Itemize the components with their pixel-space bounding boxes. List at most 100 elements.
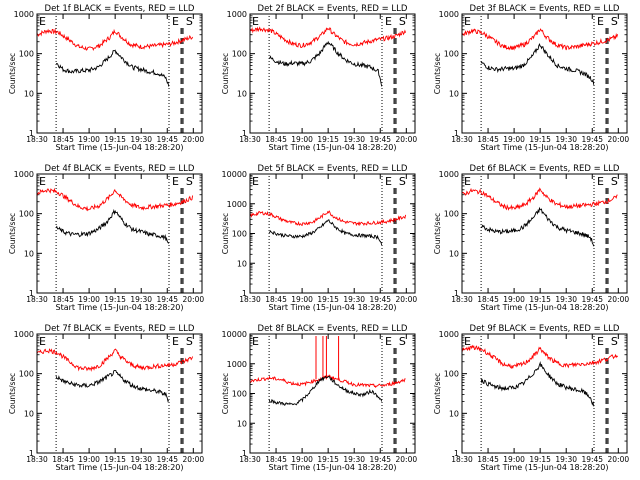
panel-title: Det 4f BLACK = Events, RED = LLD [45,164,195,174]
y-tick-label: 1 [29,449,34,458]
panel-title: Det 1f BLACK = Events, RED = LLD [45,4,195,14]
x-tick-label: 19:00 [78,295,100,304]
plot-frame [461,13,628,134]
x-axis-label: Start Time (15-Jun-04 18:28:20) [56,143,184,152]
y-tick-label: 10 [24,89,34,98]
detector-panel: Det 5f BLACK = Events, RED = LLD 1 10 100 10… [221,164,417,312]
x-axis-label: Start Time (15-Jun-04 18:28:20) [481,463,609,472]
x-tick-label: 20:00 [183,135,205,144]
detector-panel: Det 9f BLACK = Events, RED = LLD 1 10 100 10… [433,324,629,472]
y-axis-label: Counts/sec [8,373,17,414]
x-tick-label: 19:00 [291,295,313,304]
y-tick-label: 100 [19,370,34,379]
x-tick-label: 18:45 [52,135,74,144]
events-series-line [268,219,383,246]
x-tick-label: 18:30 [451,135,473,144]
x-tick-label: 19:00 [291,455,313,464]
y-tick-label: 1 [242,129,247,138]
x-tick-label: 19:15 [317,135,339,144]
y-tick-label: 1000 [439,10,459,19]
x-tick-label: 18:45 [52,295,74,304]
x-tick-label: 20:00 [608,135,630,144]
x-tick-label: 18:45 [52,455,74,464]
x-tick-label: 20:00 [396,135,418,144]
x-tick-label: 19:30 [555,455,577,464]
x-tick-label: 19:45 [156,455,178,464]
panel-title: Det 8f BLACK = Events, RED = LLD [258,324,408,334]
x-tick-label: 18:30 [26,295,48,304]
event-marker-label: E [39,175,46,188]
y-tick-label: 1 [242,449,247,458]
x-tick-label: 18:45 [477,295,499,304]
events-series-line [268,375,383,406]
panel-title: Det 5f BLACK = Events, RED = LLD [258,164,408,174]
x-tick-label: 19:00 [503,135,525,144]
x-tick-label: 19:45 [369,135,391,144]
y-tick-label: 10000 [222,170,247,179]
lld-series-line [461,187,618,211]
x-tick-label: 19:15 [529,295,551,304]
x-tick-label: 20:00 [396,295,418,304]
detector-panel: Det 7f BLACK = Events, RED = LLD 1 10 100 10… [8,324,204,472]
y-tick-label: 1 [454,449,459,458]
x-tick-label: 18:45 [265,455,287,464]
y-tick-label: 1 [29,129,34,138]
x-tick-label: 18:30 [26,135,48,144]
y-tick-label: 100 [19,50,34,59]
x-tick-label: 19:30 [130,295,152,304]
detector-panel: Det 4f BLACK = Events, RED = LLD 1 10 100 10… [8,164,204,312]
y-tick-label: 10 [449,89,459,98]
y-tick-label: 10 [237,89,247,98]
event-marker-label: E [172,15,179,28]
y-axis-label: Counts/sec [8,213,17,254]
y-tick-label: 1 [454,289,459,298]
y-tick-label: 100 [444,370,459,379]
event-marker-label: E [172,175,179,188]
x-axis-label: Start Time (15-Jun-04 18:28:20) [56,463,184,472]
event-marker-label: S [611,335,618,348]
detector-panel: Det 1f BLACK = Events, RED = LLD 1 10 100 10… [8,4,204,152]
plot-frame [249,13,416,134]
x-tick-label: 19:30 [130,455,152,464]
x-tick-label: 19:30 [343,455,365,464]
event-marker-label: E [464,175,471,188]
x-tick-label: 20:00 [396,455,418,464]
event-marker-label: S [186,15,193,28]
x-tick-label: 19:15 [529,455,551,464]
x-tick-label: 18:30 [239,455,261,464]
y-tick-label: 100 [444,210,459,219]
detector-panel: Det 6f BLACK = Events, RED = LLD 1 10 100 10… [433,164,629,312]
plot-frame [36,333,203,454]
y-tick-label: 10 [237,419,247,428]
x-tick-label: 18:45 [477,455,499,464]
x-tick-label: 19:30 [130,135,152,144]
y-tick-label: 10 [237,259,247,268]
y-tick-label: 1 [242,289,247,298]
y-tick-label: 1000 [14,330,34,339]
panel-title: Det 6f BLACK = Events, RED = LLD [470,164,620,174]
event-marker-label: S [186,175,193,188]
x-tick-label: 19:45 [581,135,603,144]
events-series-line [480,206,595,247]
event-marker-label: E [252,175,259,188]
x-tick-label: 18:30 [451,295,473,304]
plot-frame [36,13,203,134]
x-tick-label: 19:45 [156,295,178,304]
panel-title: Det 9f BLACK = Events, RED = LLD [470,324,620,334]
y-tick-label: 1 [454,129,459,138]
event-marker-label: E [464,15,471,28]
panel-title: Det 2f BLACK = Events, RED = LLD [258,4,408,14]
x-tick-label: 19:15 [104,295,126,304]
detector-panel: Det 8f BLACK = Events, RED = LLD 1 10 100 10… [221,324,417,472]
panel-title: Det 3f BLACK = Events, RED = LLD [470,4,620,14]
event-marker-label: E [39,335,46,348]
x-axis-label: Start Time (15-Jun-04 18:28:20) [269,303,397,312]
event-marker-label: E [385,175,392,188]
x-tick-label: 19:15 [529,135,551,144]
plot-frame [249,173,416,294]
x-tick-label: 19:00 [503,295,525,304]
y-tick-label: 1000 [227,360,247,369]
y-axis-label: Counts/sec [8,53,17,94]
x-tick-label: 18:45 [477,135,499,144]
